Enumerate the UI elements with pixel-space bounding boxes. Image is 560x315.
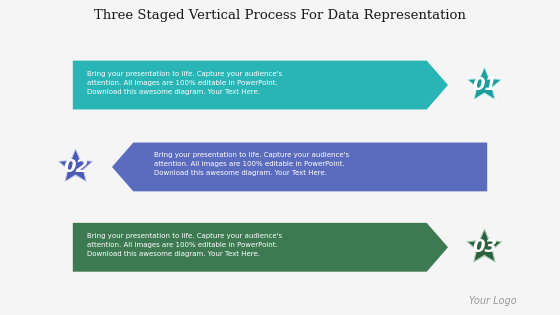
Text: Bring your presentation to life. Capture your audience's
attention. All images a: Bring your presentation to life. Capture… (87, 233, 282, 257)
Polygon shape (468, 68, 501, 99)
Polygon shape (465, 227, 504, 264)
Text: 03: 03 (472, 238, 497, 256)
Text: Bring your presentation to life. Capture your audience's
attention. All images a: Bring your presentation to life. Capture… (87, 71, 282, 94)
Text: Three Staged Vertical Process For Data Representation: Three Staged Vertical Process For Data R… (94, 9, 466, 22)
Polygon shape (73, 60, 448, 110)
Text: 02: 02 (63, 158, 88, 176)
Polygon shape (112, 142, 487, 192)
Text: Bring your presentation to life. Capture your audience's
attention. All images a: Bring your presentation to life. Capture… (154, 152, 349, 176)
Text: 01: 01 (472, 76, 497, 94)
Polygon shape (468, 231, 501, 261)
Polygon shape (56, 146, 95, 183)
Polygon shape (59, 150, 92, 180)
Text: Your Logo: Your Logo (469, 295, 517, 306)
Polygon shape (73, 223, 448, 272)
Polygon shape (465, 65, 504, 101)
